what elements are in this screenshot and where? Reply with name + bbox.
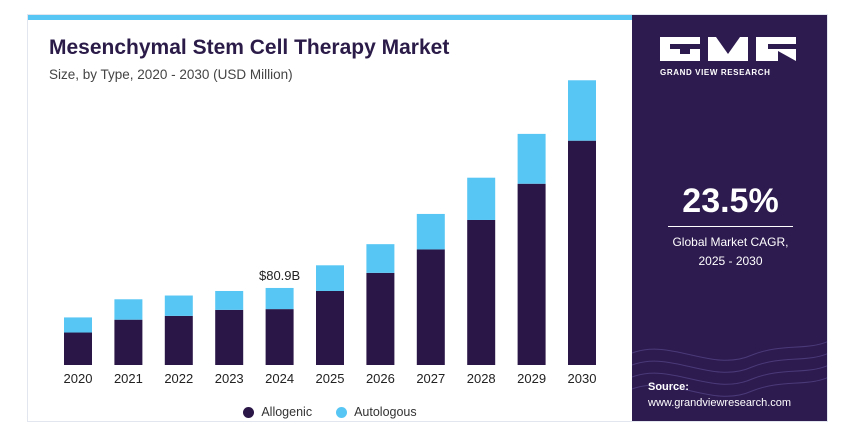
source-url[interactable]: www.grandviewresearch.com bbox=[648, 397, 792, 409]
cagr-label-line2: 2025 - 2030 bbox=[698, 254, 763, 268]
source-block: Source: www.grandviewresearch.com bbox=[648, 379, 791, 411]
accent-bar bbox=[28, 15, 632, 20]
bar-allogenic-2021 bbox=[114, 319, 143, 365]
bar-allogenic-2020 bbox=[64, 332, 92, 365]
cagr-label-line1: Global Market CAGR, bbox=[672, 235, 789, 249]
x-tick-label-2024: 2024 bbox=[265, 371, 294, 386]
bar-allogenic-2028 bbox=[467, 219, 496, 365]
stacked-bar-chart: 2020 2021 2022 2023 2024 $80.9B 2025 2026 2027 20… bbox=[64, 80, 597, 386]
chart-title: Mesenchymal Stem Cell Therapy Market bbox=[49, 36, 450, 59]
x-tick-label-2028: 2028 bbox=[467, 371, 496, 386]
summary-panel: GRAND VIEW RESEARCH 23.5% Global Market … bbox=[632, 15, 827, 421]
x-tick-label-2021: 2021 bbox=[114, 371, 143, 386]
infographic-card: Mesenchymal Stem Cell Therapy Market Siz… bbox=[27, 14, 828, 422]
bar-allogenic-2029 bbox=[517, 183, 546, 365]
x-tick-label-2030: 2030 bbox=[568, 371, 597, 386]
decorative-wave bbox=[632, 341, 827, 397]
x-tick-label-2022: 2022 bbox=[164, 371, 193, 386]
bar-allogenic-2022 bbox=[164, 315, 193, 365]
bar-autologous-2027 bbox=[416, 213, 445, 250]
x-tick-label-2027: 2027 bbox=[416, 371, 445, 386]
bar-allogenic-2026 bbox=[366, 272, 395, 365]
bar-allogenic-2023 bbox=[215, 309, 244, 365]
bar-autologous-2022 bbox=[164, 295, 193, 316]
bar-allogenic-2024 bbox=[265, 309, 294, 365]
legend-swatch-autologous bbox=[336, 406, 348, 418]
legend-item-autologous: Autologous bbox=[336, 405, 417, 419]
bar-autologous-2023 bbox=[215, 290, 244, 310]
bar-autologous-2028 bbox=[467, 177, 496, 220]
legend-label-autologous: Autologous bbox=[354, 405, 417, 419]
cagr-divider bbox=[668, 226, 793, 227]
bar-autologous-2021 bbox=[114, 299, 143, 320]
bar-allogenic-2025 bbox=[316, 290, 344, 365]
logo-mark-r bbox=[756, 37, 796, 61]
legend-label-allogenic: Allogenic bbox=[261, 405, 313, 419]
bar-autologous-2026 bbox=[366, 244, 395, 273]
cagr-value: 23.5% bbox=[682, 182, 779, 220]
chart-panel: Mesenchymal Stem Cell Therapy Market Siz… bbox=[28, 20, 632, 421]
logo-marks bbox=[660, 37, 804, 61]
chart-legend: Allogenic Autologous bbox=[28, 405, 632, 419]
x-tick-label-2026: 2026 bbox=[366, 371, 395, 386]
x-tick-label-2029: 2029 bbox=[517, 371, 546, 386]
bar-allogenic-2027 bbox=[416, 249, 445, 365]
bar-autologous-2030 bbox=[568, 80, 596, 141]
bar-autologous-2020 bbox=[64, 317, 92, 333]
source-label: Source: bbox=[648, 381, 689, 393]
logo-text: GRAND VIEW RESEARCH bbox=[660, 68, 771, 77]
bar-autologous-2029 bbox=[517, 133, 546, 184]
bar-autologous-2024 bbox=[265, 287, 294, 310]
logo-mark-v bbox=[708, 37, 748, 61]
legend-swatch-allogenic bbox=[243, 406, 255, 418]
bar-autologous-2025 bbox=[316, 265, 344, 291]
logo-mark-g bbox=[660, 37, 700, 61]
cagr-label: Global Market CAGR, 2025 - 2030 bbox=[632, 233, 827, 271]
chart-subtitle: Size, by Type, 2020 - 2030 (USD Million) bbox=[49, 67, 293, 82]
x-tick-label-2020: 2020 bbox=[64, 371, 93, 386]
legend-item-allogenic: Allogenic bbox=[243, 405, 312, 419]
x-tick-label-2023: 2023 bbox=[215, 371, 244, 386]
brand-logo: GRAND VIEW RESEARCH bbox=[660, 37, 804, 77]
bar-allogenic-2030 bbox=[568, 140, 596, 365]
data-label-2024: $80.9B bbox=[259, 268, 300, 283]
x-tick-label-2025: 2025 bbox=[316, 371, 345, 386]
